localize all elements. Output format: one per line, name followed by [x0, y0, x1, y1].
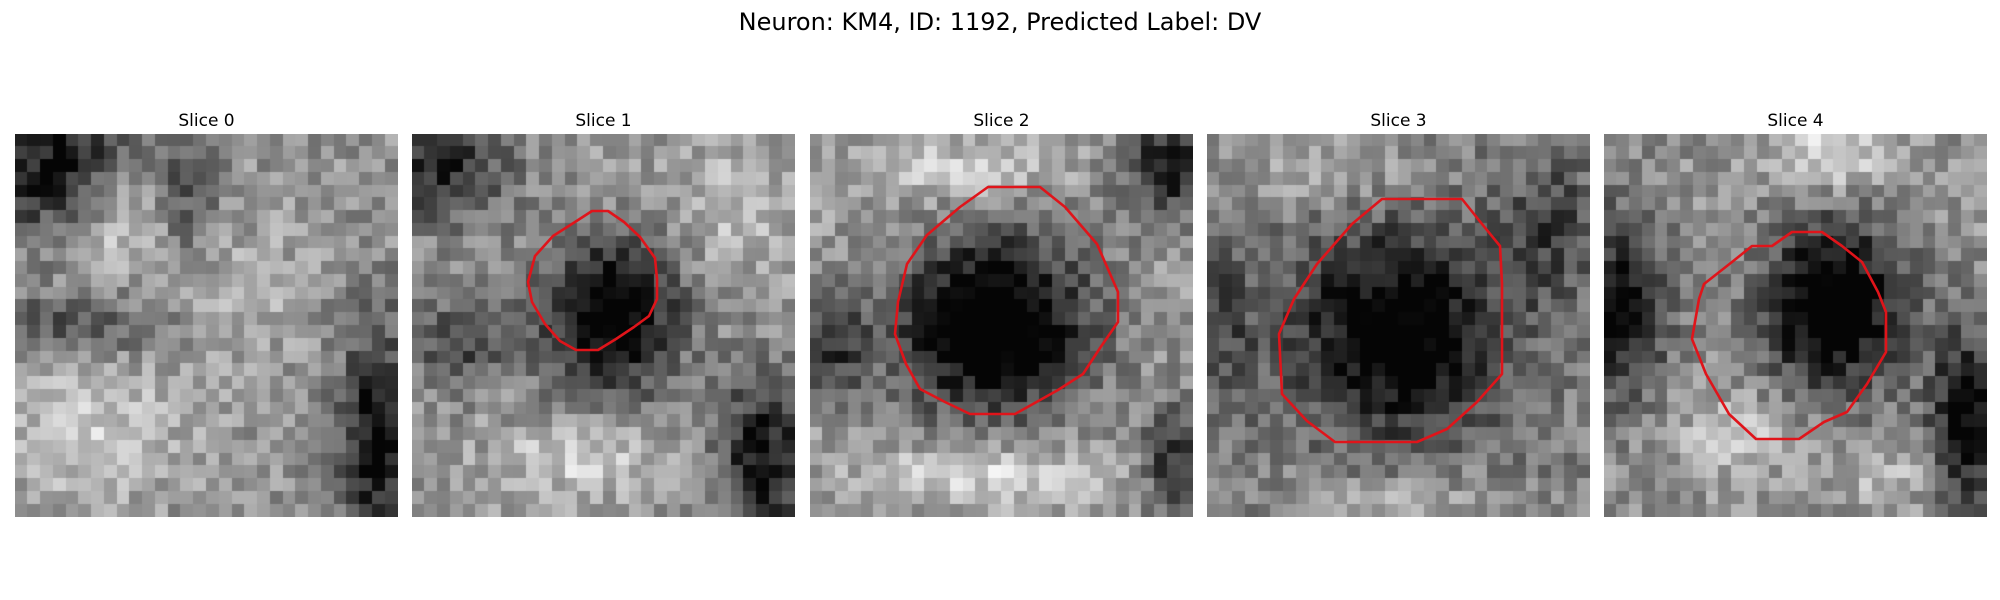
contour-overlay	[1690, 230, 1888, 441]
contour-overlay	[1277, 197, 1504, 444]
panel-slice-0: Slice 0	[15, 108, 398, 517]
neuron-contour	[893, 185, 1120, 416]
panel-slice-2: Slice 2	[810, 108, 1193, 517]
panel-title: Slice 2	[973, 111, 1030, 131]
slice-image	[15, 134, 398, 517]
panel-title: Slice 1	[575, 111, 632, 131]
contour-overlay	[893, 185, 1120, 416]
neuron-contour	[1277, 197, 1504, 444]
figure-title: Neuron: KM4, ID: 1192, Predicted Label: …	[738, 8, 1262, 36]
panel-title: Slice 0	[178, 111, 235, 131]
panel-slice-4: Slice 4	[1604, 108, 1987, 517]
neuron-contour	[526, 209, 659, 352]
panel-slice-3: Slice 3	[1207, 108, 1590, 517]
panel-title: Slice 4	[1767, 111, 1824, 131]
panel-title: Slice 3	[1370, 111, 1427, 131]
neuron-contour	[1690, 230, 1888, 441]
contour-overlay	[526, 209, 659, 352]
panel-slice-1: Slice 1	[412, 108, 795, 517]
slice-image	[810, 134, 1193, 517]
slice-image	[1604, 134, 1987, 517]
slice-image	[412, 134, 795, 517]
